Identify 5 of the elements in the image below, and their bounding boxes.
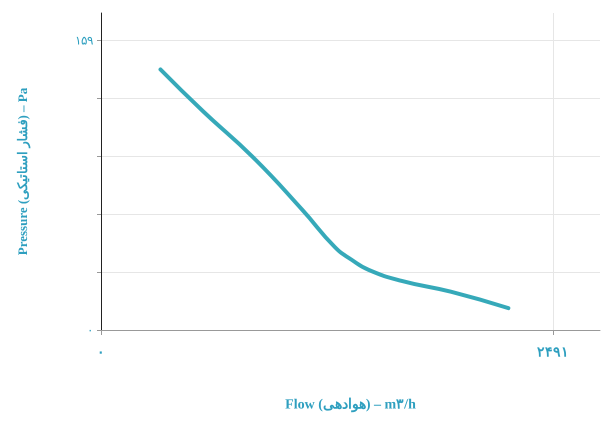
y-axis-title: Pressure (فشار استاتیکی) – Pa — [15, 87, 31, 256]
line-series — [158, 67, 510, 310]
x-tick-label: ۲۴۹۱ — [537, 346, 570, 360]
y-tick-label: ۱۵۹ — [75, 33, 93, 48]
x-axis-title: Flow (هوادهی) – m۳/h — [285, 398, 416, 412]
